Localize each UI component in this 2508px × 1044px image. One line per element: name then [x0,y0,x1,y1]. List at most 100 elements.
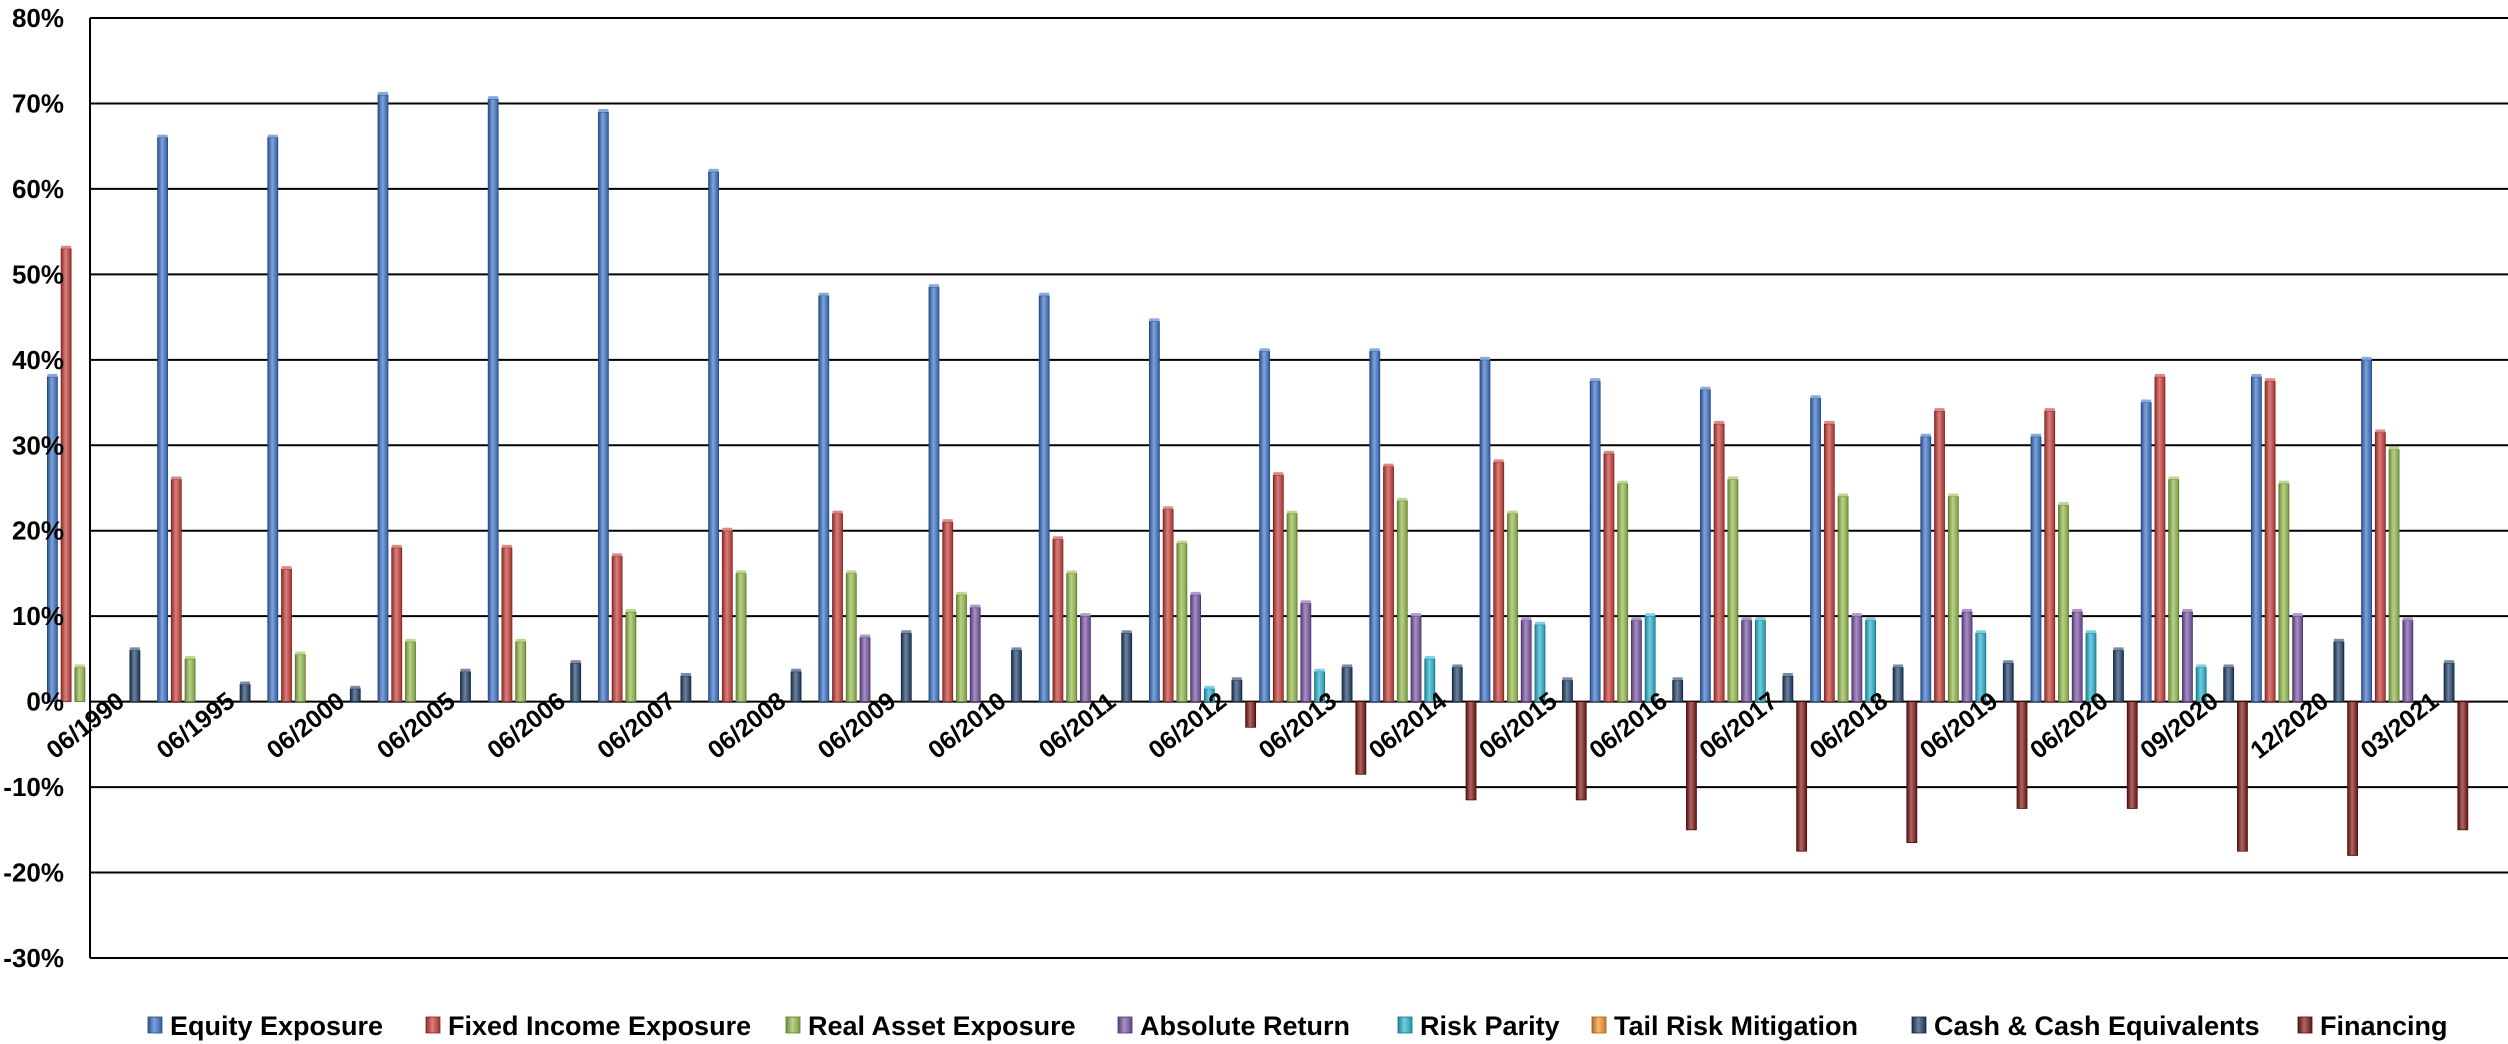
bar-real-asset-exposure [735,573,747,703]
legend-item: Financing [2297,1011,2448,1041]
bar-financing [1796,701,1808,852]
bar-fixed-income-exposure [1934,410,1945,703]
legend-label: Cash & Cash Equivalents [1934,1011,2260,1041]
bar-cap [2389,446,2400,450]
bar-cap [61,245,72,249]
bar-cap [1893,664,1904,668]
bar-cap [1851,613,1862,617]
bar-absolute-return [969,607,981,703]
bar-cap [818,292,829,296]
bar-cap [970,604,981,608]
bar-cap [2196,664,2207,668]
bar-cap [1149,318,1160,322]
bar-absolute-return [1300,602,1312,703]
bar-cash-cash-equivalents [1341,667,1353,703]
bar-cap [185,655,196,659]
bar-cap [846,570,857,574]
bar-cap [1080,613,1091,617]
bar-cap [1231,677,1242,681]
legend: Equity Exposure Fixed Income Exposure Real… [147,1011,2448,1041]
bar-cap [1603,450,1614,454]
bar-cap [1066,570,1077,574]
bar-real-asset-exposure [74,667,86,703]
bar-cap [501,544,512,548]
bar-cap [1259,348,1270,352]
bar-absolute-return [1410,615,1422,703]
legend-label: Equity Exposure [170,1011,383,1041]
bar-fixed-income-exposure [1162,508,1174,703]
bar-cap [377,91,388,95]
bar-cash-cash-equivalents [2002,662,2014,703]
legend-label: Fixed Income Exposure [448,1011,751,1041]
bar-cap [1755,617,1766,621]
bar-cap [1865,617,1876,621]
bar-cash-cash-equivalents [1451,667,1463,703]
bar-cap [708,168,719,172]
bar-cash-cash-equivalents [1121,632,1133,703]
bar-cap [2251,373,2262,377]
bar-cash-cash-equivalents [1562,679,1573,703]
bar-cap [1590,378,1601,382]
bar-fixed-income-exposure [2264,380,2276,703]
bar-cap [1534,621,1545,625]
bar-absolute-return [1520,620,1532,703]
bar-fixed-income-exposure [721,530,733,703]
bar-real-asset-exposure [2058,504,2069,703]
bar-cap [612,553,623,557]
bar-equity-exposure [2361,359,2372,703]
y-tick-label: -30% [3,943,64,973]
bar-absolute-return [1851,615,1863,703]
bar-cap [928,284,939,288]
bar-equity-exposure [1699,389,1711,703]
bar-cap [625,608,636,612]
y-tick-label: 30% [12,430,64,460]
legend-swatch [1117,1016,1133,1034]
bar-cash-cash-equivalents [900,632,912,703]
bar-equity-exposure [1369,350,1381,703]
bar-cap [1121,630,1132,634]
legend-swatch [2297,1016,2313,1034]
bar-cap [1300,600,1311,604]
bar-cap [1645,613,1656,617]
bar-fixed-income-exposure [501,547,513,703]
bar-cap [2402,617,2413,621]
bar-financing [1686,701,1697,831]
bar-fixed-income-exposure [1272,474,1284,703]
bar-real-asset-exposure [184,658,196,703]
bar-cap [791,668,802,672]
bar-cap [391,544,402,548]
legend-item: Real Asset Exposure [785,1011,1076,1041]
legend-item: Equity Exposure [147,1011,383,1041]
bar-equity-exposure [1479,359,1491,703]
bar-cash-cash-equivalents [570,662,582,703]
bar-cap [1452,664,1463,668]
bar-cap [722,527,733,531]
bar-absolute-return [1741,620,1753,703]
y-tick-label: 20% [12,516,64,546]
bar-fixed-income-exposure [1823,423,1835,703]
bar-equity-exposure [2140,402,2152,703]
bar-cap [2072,608,2083,612]
bar-cap [1369,348,1380,352]
bar-cap [2444,660,2455,664]
bar-cap [2154,373,2165,377]
legend-swatch [785,1016,801,1034]
bar-fixed-income-exposure [942,521,954,703]
legend-item: Fixed Income Exposure [425,1011,751,1041]
bar-cap [2375,429,2386,433]
bar-cap [1052,536,1063,540]
bar-financing [2237,701,2248,852]
y-tick-label: 40% [12,345,64,375]
bar-cap [47,373,58,377]
bar-cap [2141,399,2152,403]
bar-equity-exposure [1810,397,1821,703]
bar-equity-exposure [1920,436,1932,703]
bar-real-asset-exposure [845,573,857,703]
bar-cap [281,566,292,570]
y-tick-label: 60% [12,174,64,204]
bar-equity-exposure [267,137,279,703]
y-tick-label: -20% [3,858,64,888]
bar-cap [1011,647,1022,651]
bar-fixed-income-exposure [1383,466,1394,703]
bar-cap [1521,617,1532,621]
